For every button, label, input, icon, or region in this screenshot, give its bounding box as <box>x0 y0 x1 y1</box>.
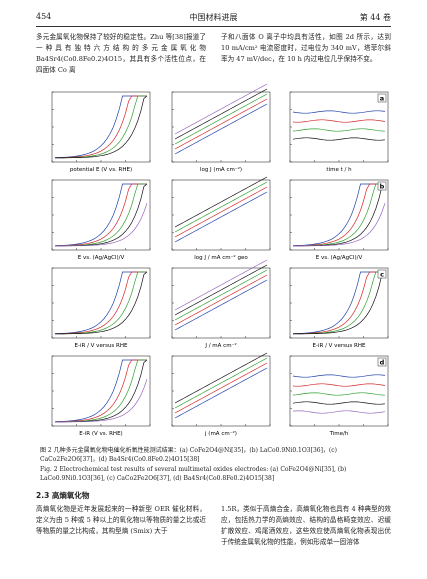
curve <box>292 137 386 141</box>
x-axis-label: E-iR (V vs. RHE) <box>79 431 122 437</box>
panel-label: c <box>380 271 384 279</box>
curve <box>54 271 147 335</box>
x-axis-label: Time/h <box>329 431 349 437</box>
x-axis-label: log J (mA cm⁻²) <box>200 166 242 173</box>
curve <box>54 359 147 423</box>
x-axis-label: E-iR / V versus RHE <box>75 343 128 349</box>
curve <box>292 383 386 387</box>
caption-en: Fig. 2 Electrochemical test results of s… <box>40 466 347 482</box>
curve <box>54 271 147 335</box>
curve <box>174 259 268 311</box>
curve <box>292 401 386 405</box>
page-number: 454 <box>36 12 52 21</box>
curve <box>55 378 148 423</box>
x-axis-label: E vs. (Ag/AgCl)/V <box>78 255 125 261</box>
curve <box>174 357 268 409</box>
journal-name: 中国材料进展 <box>189 13 238 22</box>
curve <box>292 119 386 123</box>
curve <box>55 202 148 247</box>
curve <box>292 374 386 378</box>
panel-frame <box>171 267 271 339</box>
panel-frame <box>171 91 271 163</box>
volume: 第 44 卷 <box>359 13 391 22</box>
curve <box>293 202 386 247</box>
panel-label: b <box>380 183 385 191</box>
curve <box>174 103 268 155</box>
panel-label-box <box>377 269 387 279</box>
curve <box>54 359 147 422</box>
curve <box>174 367 268 419</box>
curve <box>174 93 268 145</box>
curve <box>54 183 147 247</box>
curve <box>54 271 147 334</box>
x-axis-label: E vs. (Ag/AgCl)/V <box>316 255 363 261</box>
curve <box>54 183 147 246</box>
curve <box>292 183 385 246</box>
curve <box>55 95 148 159</box>
panel-label-box <box>377 357 387 367</box>
panel-label: a <box>380 95 384 103</box>
curve <box>174 352 268 404</box>
x-axis-label: log J / mA cm⁻² geo <box>194 254 248 261</box>
curve <box>292 271 385 334</box>
paragraph: 高熵氧化物是近年发展起来的一种新型 OER 催化材料，定义为由 5 种或 5 种… <box>36 505 206 535</box>
curve <box>55 271 148 335</box>
curve <box>54 183 147 247</box>
curve <box>174 274 268 326</box>
panel-label-box <box>377 181 387 191</box>
curve <box>55 183 148 247</box>
curve <box>174 176 268 228</box>
curve <box>292 392 386 396</box>
curve <box>293 271 386 335</box>
x-axis-label: j (mA cm⁻²) <box>204 430 237 437</box>
panel-frame <box>171 179 271 251</box>
curve <box>174 279 268 331</box>
curve <box>174 269 268 321</box>
curve <box>174 88 268 140</box>
x-axis-label: time t / h <box>326 167 352 173</box>
curve <box>174 181 268 233</box>
curve <box>54 359 147 423</box>
curve <box>54 95 147 158</box>
curve <box>174 83 268 135</box>
curve <box>292 410 386 414</box>
header-rule <box>36 26 391 27</box>
panel-label-box <box>377 93 387 103</box>
curve <box>292 128 386 132</box>
curve <box>293 183 386 247</box>
x-axis-label: E-iR / V versus RHE <box>313 343 366 349</box>
curve <box>54 95 147 159</box>
curve <box>174 191 268 243</box>
panel-frame <box>171 355 271 427</box>
panel-frame <box>289 91 389 163</box>
curve <box>292 271 385 335</box>
panel-label: d <box>380 359 385 367</box>
paragraph: 多元金属氧化物保持了较好的稳定性。Zhu 等[38]报道了一种具有独特六方结构的… <box>36 33 206 74</box>
x-axis-label: J / mA cm⁻² <box>204 342 236 349</box>
curve <box>174 362 268 414</box>
curve <box>292 271 385 335</box>
section-title: 2.3 高熵氧化物 <box>36 491 90 500</box>
curve <box>55 359 148 423</box>
x-axis-label: potential E (V vs. RHE) <box>70 167 132 173</box>
curve <box>292 183 385 247</box>
panel-frame <box>289 355 389 427</box>
curve <box>174 98 268 150</box>
paragraph: 1.5R，类似于高熵合金，高熵氧化物也具有 4 种典型的效应，包括热力学的高熵效… <box>221 505 391 546</box>
paragraph: 子和八面体 O 离子中均具有活性，如图 2d 所示，达到 10 mA/cm² 电… <box>221 33 391 63</box>
curve <box>174 264 268 316</box>
curve <box>292 110 386 114</box>
curve <box>174 186 268 238</box>
curve <box>292 183 385 247</box>
curve <box>54 95 147 159</box>
caption-cn: 图 2 几种多元金属氧化物电催化析氧性能测试结果：(a) CoFe2O4@Ni[… <box>40 447 337 463</box>
